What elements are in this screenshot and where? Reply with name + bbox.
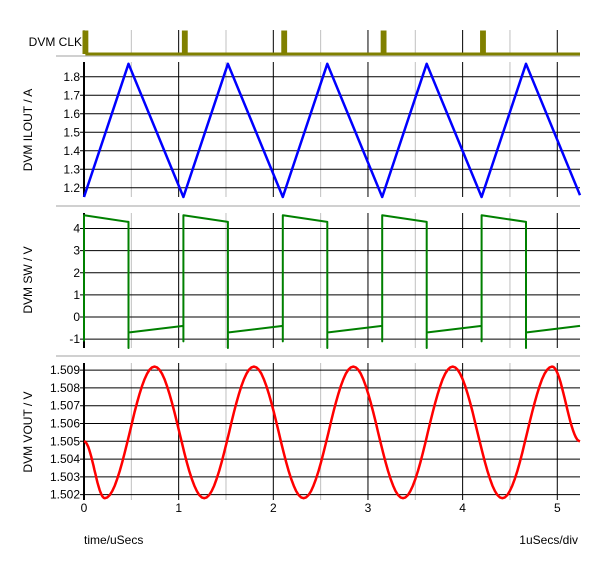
ilout-trace <box>82 62 582 199</box>
clk-label: DVM CLK <box>29 35 82 49</box>
y-tick-label: 1.8 <box>63 70 80 84</box>
x-tick-label: 0 <box>81 501 88 515</box>
y-tick-label: 0 <box>73 310 80 324</box>
y-tick-label: 2 <box>73 266 80 280</box>
y-tick-label: 3 <box>73 244 80 258</box>
x-tick-label: 1 <box>175 501 182 515</box>
y-tick-label: 1.502 <box>50 488 80 502</box>
sw-trace <box>83 214 581 349</box>
y-tick-label: 1.506 <box>50 416 80 430</box>
x-tick-label: 3 <box>365 501 372 515</box>
y-tick-label: 1.504 <box>50 452 80 466</box>
y-tick-label: 1.4 <box>63 144 80 158</box>
y-tick-label: 1.509 <box>50 363 80 377</box>
y-tick-label: 1.5 <box>63 125 80 139</box>
y-tick-label: 1.508 <box>50 381 80 395</box>
vout-trace <box>83 365 581 500</box>
clk-trace <box>82 30 580 56</box>
y-tick-label: 1.6 <box>63 107 80 121</box>
y-tick-label: 1.7 <box>63 88 80 102</box>
y-tick-label: 1.507 <box>50 399 80 413</box>
sw-ylabel: DVM SW / V <box>21 246 35 313</box>
x-axis-label: time/uSecs <box>84 533 143 547</box>
y-tick-label: 1.2 <box>63 181 80 195</box>
x-tick-label: 5 <box>554 501 561 515</box>
ilout-ylabel: DVM ILOUT / A <box>21 89 35 171</box>
x-tick-label: 4 <box>459 501 466 515</box>
y-tick-label: 1.3 <box>63 162 80 176</box>
x-tick-label: 2 <box>270 501 277 515</box>
y-tick-label: 1 <box>73 288 80 302</box>
traces <box>82 30 582 500</box>
axis-labels: DVM CLK DVM ILOUT / A DVM SW / V DVM VOU… <box>21 35 578 547</box>
y-tick-label: -1 <box>69 332 80 346</box>
vout-ylabel: DVM VOUT / V <box>21 391 35 472</box>
x-scale-label: 1uSecs/div <box>519 533 578 547</box>
y-tick-label: 4 <box>73 221 80 235</box>
y-tick-label: 1.505 <box>50 434 80 448</box>
y-tick-label: 1.503 <box>50 470 80 484</box>
